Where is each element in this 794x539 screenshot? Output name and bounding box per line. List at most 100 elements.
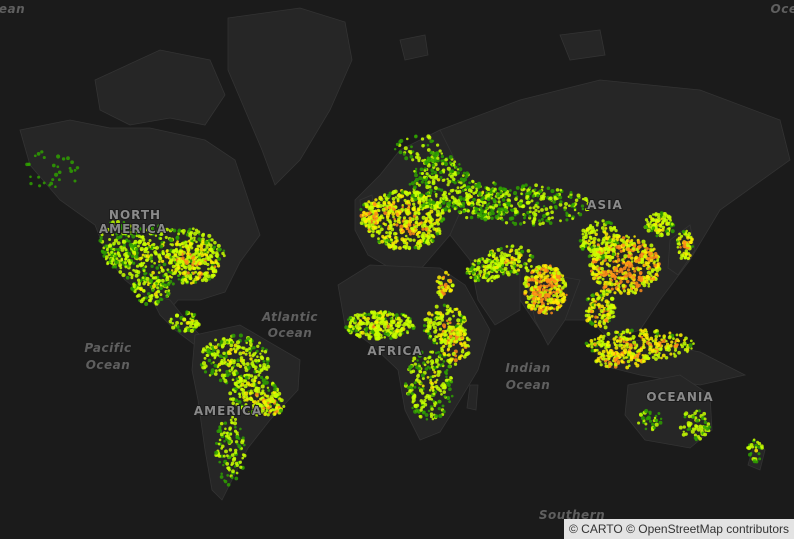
density-dot xyxy=(255,412,260,417)
landmass-svalbard xyxy=(399,34,429,61)
density-dot xyxy=(252,346,256,350)
density-dot xyxy=(629,354,634,359)
density-dot xyxy=(172,257,176,262)
density-dot xyxy=(552,200,556,204)
density-dot xyxy=(136,293,141,298)
density-dot xyxy=(639,272,643,276)
density-dot xyxy=(248,397,252,401)
density-dot xyxy=(681,229,686,234)
density-dot xyxy=(667,335,672,340)
density-dot xyxy=(565,293,568,297)
density-dot xyxy=(263,392,266,395)
density-dot xyxy=(438,327,442,331)
density-dot xyxy=(151,288,155,293)
density-dot xyxy=(482,213,487,217)
density-dot xyxy=(238,333,243,338)
density-dot xyxy=(649,336,654,341)
density-dot xyxy=(666,347,672,352)
density-dot xyxy=(256,344,260,348)
density-dot xyxy=(209,259,213,263)
density-dot xyxy=(578,212,583,217)
density-dot xyxy=(464,188,468,192)
density-dot xyxy=(124,265,128,269)
density-dot xyxy=(226,466,231,471)
density-dot xyxy=(600,304,604,309)
density-dot xyxy=(168,275,172,278)
density-dot xyxy=(499,246,503,251)
density-dot xyxy=(444,270,448,275)
density-dot xyxy=(175,313,179,318)
density-dot xyxy=(248,351,252,355)
density-dot xyxy=(106,251,110,254)
density-dot xyxy=(596,336,601,341)
density-dot xyxy=(413,211,418,216)
density-dot xyxy=(403,198,407,202)
density-dot xyxy=(631,275,636,280)
density-dot xyxy=(135,264,140,268)
density-dot xyxy=(615,272,619,276)
density-dot xyxy=(222,376,225,380)
density-dot xyxy=(220,361,225,366)
density-dot xyxy=(487,277,491,281)
density-dot xyxy=(590,254,594,258)
density-dot xyxy=(602,313,607,318)
density-dot xyxy=(456,318,461,323)
density-dot xyxy=(439,335,443,339)
density-dot xyxy=(657,356,661,359)
density-dot xyxy=(594,292,599,296)
density-dot xyxy=(178,271,182,275)
density-dot xyxy=(400,228,403,232)
density-dot xyxy=(407,229,412,234)
density-dot xyxy=(436,222,440,226)
density-dot xyxy=(436,335,439,339)
density-dot xyxy=(508,250,512,254)
density-dot xyxy=(608,274,611,277)
density-dot xyxy=(228,427,232,431)
density-dot xyxy=(524,284,529,289)
density-dot xyxy=(433,366,437,370)
density-dot xyxy=(510,216,515,221)
density-dot xyxy=(614,228,618,233)
density-dot xyxy=(627,236,631,239)
density-dot xyxy=(524,183,528,187)
density-dot xyxy=(146,292,151,296)
density-dot xyxy=(130,259,134,262)
density-dot xyxy=(449,327,453,331)
density-dot xyxy=(109,246,114,251)
density-dot xyxy=(265,356,270,361)
density-dot xyxy=(548,205,553,210)
density-dot xyxy=(266,398,270,402)
density-dot xyxy=(242,443,246,447)
density-dot xyxy=(549,271,552,275)
density-dot xyxy=(635,363,640,368)
density-dot xyxy=(442,385,447,389)
density-dot xyxy=(461,174,465,177)
density-dot xyxy=(377,240,381,244)
density-dot xyxy=(611,252,616,257)
density-dot xyxy=(137,226,142,231)
density-dot xyxy=(410,323,415,328)
density-dot xyxy=(601,255,606,260)
density-dot xyxy=(622,248,626,251)
density-dot xyxy=(359,221,364,225)
density-dot xyxy=(615,279,618,283)
density-dot xyxy=(587,226,591,231)
density-dot xyxy=(548,264,552,268)
density-dot xyxy=(551,306,554,310)
density-dot xyxy=(162,262,167,267)
density-dot xyxy=(129,243,134,248)
density-dot xyxy=(418,171,422,175)
density-dot xyxy=(348,325,352,328)
density-dot xyxy=(550,284,555,288)
density-dot xyxy=(194,319,199,324)
density-dot xyxy=(255,401,261,407)
density-dot xyxy=(687,414,692,419)
density-dot xyxy=(381,207,386,212)
density-dot xyxy=(616,287,620,292)
density-dot xyxy=(417,411,421,414)
density-dot xyxy=(608,364,612,368)
density-dot xyxy=(204,240,209,245)
density-dot xyxy=(262,359,266,363)
